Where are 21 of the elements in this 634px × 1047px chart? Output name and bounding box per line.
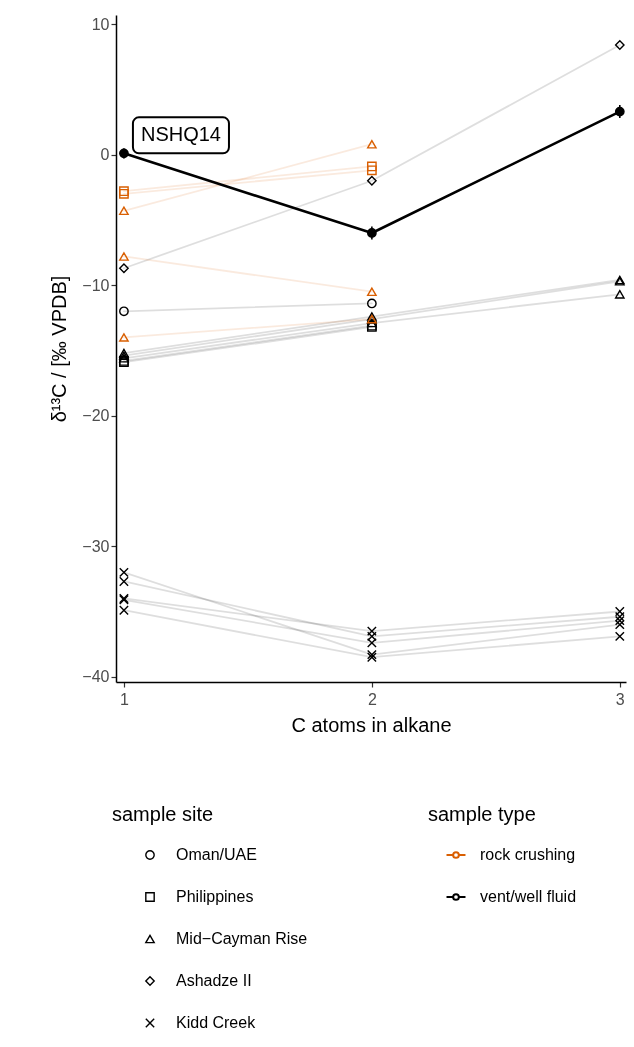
y-tick-label: 0 [100,146,110,164]
y-tick-label: −10 [82,276,110,294]
x-tick-label: 1 [119,690,129,708]
legend-label: Mid−Cayman Rise [176,930,308,947]
x-axis-title: C atoms in alkane [291,713,452,736]
legend-label: Ashadze II [176,972,252,989]
legend-label: Kidd Creek [176,1014,257,1031]
text: sample type [428,803,536,825]
legend-label: Philippines [176,888,254,905]
legend-label: Oman/UAE [176,846,257,863]
x-tick-label: 3 [615,690,625,708]
legend-label: vent/well fluid [480,888,577,905]
annotation: NSHQ14 [140,123,221,146]
legend-label: rock crushing [480,846,576,863]
y-tick-label: −30 [82,537,110,555]
y-tick-label: 10 [91,15,110,33]
y-tick-label: −20 [82,407,110,425]
x-tick-label: 2 [367,690,377,708]
y-axis-title: δ¹³C / [‰ VPDB] [48,275,71,423]
text: sample site [112,803,214,825]
y-tick-label: −40 [82,668,110,686]
